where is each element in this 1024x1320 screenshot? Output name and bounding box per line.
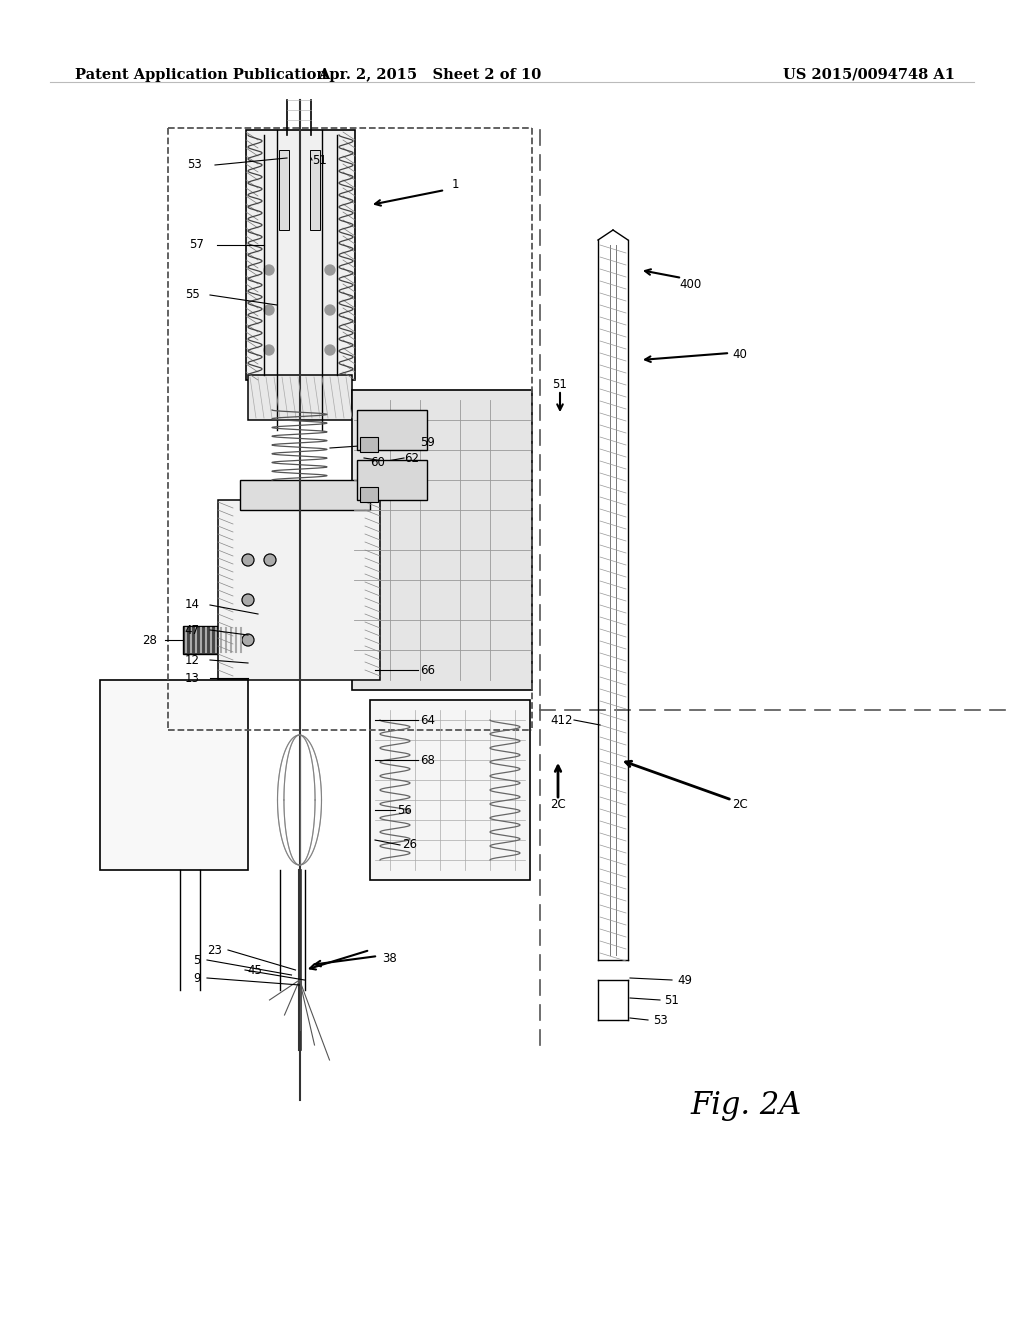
Bar [310, 150, 319, 230]
Text: 56: 56 [397, 804, 413, 817]
Text: Apr. 2, 2015   Sheet 2 of 10: Apr. 2, 2015 Sheet 2 of 10 [318, 69, 542, 82]
Bar [183, 626, 248, 653]
Text: 51: 51 [665, 994, 680, 1006]
Text: 26: 26 [402, 838, 418, 851]
Text: 68: 68 [421, 754, 435, 767]
Text: 13: 13 [184, 672, 200, 685]
Text: 51: 51 [553, 379, 567, 392]
Bar [100, 680, 248, 870]
Text: 55: 55 [184, 289, 200, 301]
Circle shape [264, 265, 274, 275]
Bar [248, 375, 352, 420]
Bar [218, 500, 380, 680]
Circle shape [242, 634, 254, 645]
Text: 14: 14 [184, 598, 200, 611]
Circle shape [325, 345, 335, 355]
Text: 1: 1 [452, 178, 459, 191]
Circle shape [325, 265, 335, 275]
Bar [360, 437, 378, 451]
Text: 38: 38 [383, 952, 397, 965]
Text: 53: 53 [187, 158, 203, 172]
Text: 49: 49 [678, 974, 692, 986]
Text: 28: 28 [142, 634, 158, 647]
Bar [352, 389, 532, 690]
Bar [240, 480, 370, 510]
Circle shape [242, 554, 254, 566]
Text: 9: 9 [194, 972, 201, 985]
Bar [357, 459, 427, 500]
Text: 45: 45 [248, 964, 262, 977]
Text: 66: 66 [421, 664, 435, 676]
Text: 64: 64 [421, 714, 435, 726]
Text: 59: 59 [421, 436, 435, 449]
Text: 12: 12 [184, 653, 200, 667]
Text: US 2015/0094748 A1: US 2015/0094748 A1 [783, 69, 955, 82]
Text: Patent Application Publication: Patent Application Publication [75, 69, 327, 82]
Bar [360, 487, 378, 502]
Text: 400: 400 [679, 279, 701, 292]
Text: 412: 412 [551, 714, 573, 726]
Text: 47: 47 [184, 623, 200, 636]
Circle shape [264, 345, 274, 355]
Text: 2C: 2C [732, 799, 748, 812]
Text: Fig. 2A: Fig. 2A [690, 1090, 801, 1121]
Bar [279, 150, 289, 230]
Text: 2C: 2C [550, 799, 566, 812]
Text: 5: 5 [194, 953, 201, 966]
Text: 23: 23 [208, 944, 222, 957]
Bar [357, 411, 427, 450]
Text: 57: 57 [189, 239, 205, 252]
Bar [246, 129, 355, 380]
Bar [370, 700, 530, 880]
Text: 51: 51 [312, 153, 328, 166]
Text: 53: 53 [652, 1014, 668, 1027]
Circle shape [325, 305, 335, 315]
Text: 62: 62 [404, 451, 420, 465]
Circle shape [264, 554, 276, 566]
Circle shape [242, 594, 254, 606]
Text: 60: 60 [371, 455, 385, 469]
Circle shape [264, 305, 274, 315]
Text: 40: 40 [732, 348, 748, 362]
